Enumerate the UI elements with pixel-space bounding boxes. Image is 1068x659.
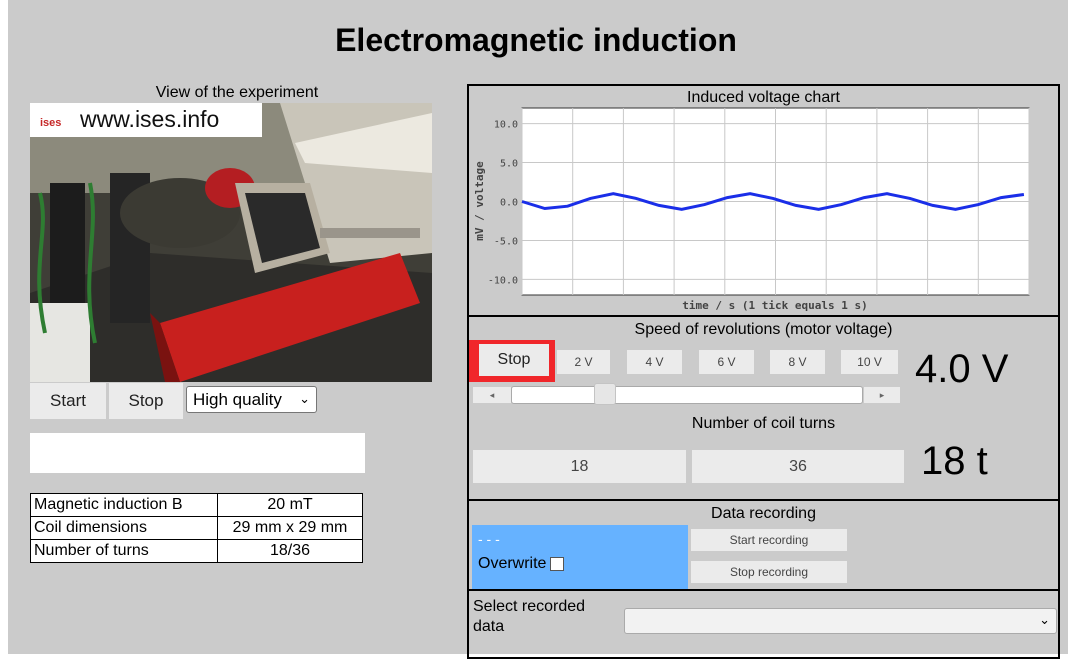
y-tick-label: -5.0 — [494, 236, 518, 247]
recorded-data-label: Select recorded data — [473, 598, 586, 635]
coil-18-button[interactable]: 18 — [473, 450, 686, 483]
chart-panel: Induced voltage chart 10.0 5.0 0.0 -5.0 -10.… — [467, 84, 1060, 317]
stop-recording-button[interactable]: Stop recording — [691, 561, 847, 583]
voltage-8v-button[interactable]: 8 V — [770, 350, 825, 374]
experiment-photo — [30, 103, 432, 382]
y-tick-label: -10.0 — [488, 275, 518, 286]
triangle-left-icon[interactable]: ◂ — [473, 387, 511, 403]
motor-stop-button[interactable]: Stop — [479, 344, 549, 376]
quality-select-value: High quality — [193, 389, 282, 409]
chevron-down-icon: ⌄ — [299, 391, 310, 406]
voltage-2v-button[interactable]: 2 V — [557, 350, 610, 374]
info-table: Magnetic induction B 20 mT Coil dimension… — [30, 493, 363, 563]
quality-select[interactable]: High quality ⌄ — [186, 386, 317, 413]
message-box — [30, 433, 365, 473]
table-row: Number of turns 18/36 — [30, 539, 363, 563]
voltage-slider[interactable] — [511, 383, 863, 405]
chevron-down-icon: ⌄ — [1039, 612, 1050, 627]
recorded-data-panel: Select recorded data ⌄ — [467, 589, 1060, 659]
triangle-right-icon[interactable]: ▸ — [864, 387, 900, 403]
start-recording-button[interactable]: Start recording — [691, 529, 847, 551]
recording-panel: Data recording - - - Overwrite Start rec… — [467, 499, 1060, 591]
table-cell-key: Magnetic induction B — [30, 493, 218, 517]
slider-thumb[interactable] — [594, 383, 616, 405]
speed-title: Speed of revolutions (motor voltage) — [634, 321, 893, 338]
overwrite-label: Overwrite — [478, 555, 547, 572]
y-tick-label: 0.0 — [500, 198, 518, 209]
y-tick-label: 5.0 — [500, 159, 518, 170]
voltage-display: 4.0 V — [915, 347, 1009, 391]
camera-label: View of the experiment — [155, 84, 319, 101]
table-row: Coil dimensions 29 mm x 29 mm — [30, 516, 363, 540]
table-cell-value: 29 mm x 29 mm — [217, 516, 363, 540]
y-axis-label: mV / voltage — [473, 161, 486, 241]
voltage-6v-button[interactable]: 6 V — [699, 350, 754, 374]
table-cell-value: 18/36 — [217, 539, 363, 563]
recording-title: Data recording — [711, 505, 816, 522]
recorded-data-select[interactable]: ⌄ — [624, 608, 1057, 634]
table-cell-value: 20 mT — [217, 493, 363, 517]
coil-title: Number of coil turns — [691, 415, 836, 432]
camera-start-button[interactable]: Start — [30, 383, 106, 419]
camera-stop-button[interactable]: Stop — [109, 383, 183, 419]
y-tick-label: 10.0 — [494, 120, 518, 131]
speed-panel: Speed of revolutions (motor voltage) Sto… — [467, 315, 1060, 501]
experiment-camera-view: ises www.ises.info — [30, 103, 432, 382]
series-line-voltage — [521, 192, 1025, 211]
overwrite-checkbox[interactable] — [550, 557, 565, 571]
ises-logo: ises — [40, 117, 62, 129]
page-title: Electromagnetic induction — [335, 22, 737, 58]
voltage-10v-button[interactable]: 10 V — [841, 350, 898, 374]
recording-status-box: - - - Overwrite — [472, 525, 688, 589]
watermark-text: www.ises.info — [80, 106, 220, 132]
table-row: Magnetic induction B 20 mT — [30, 493, 363, 517]
x-axis-label: time / s (1 tick equals 1 s) — [682, 299, 867, 312]
overwrite-control[interactable]: Overwrite — [478, 555, 565, 573]
table-cell-key: Coil dimensions — [30, 516, 218, 540]
coil-display: 18 t — [921, 439, 988, 483]
voltage-4v-button[interactable]: 4 V — [627, 350, 682, 374]
voltage-chart: 10.0 5.0 0.0 -5.0 -10.0 mV / voltage time / … — [473, 107, 1030, 312]
coil-36-button[interactable]: 36 — [692, 450, 904, 483]
chart-title: Induced voltage chart — [687, 89, 840, 106]
table-cell-key: Number of turns — [30, 539, 218, 563]
recording-status: - - - — [478, 531, 500, 547]
